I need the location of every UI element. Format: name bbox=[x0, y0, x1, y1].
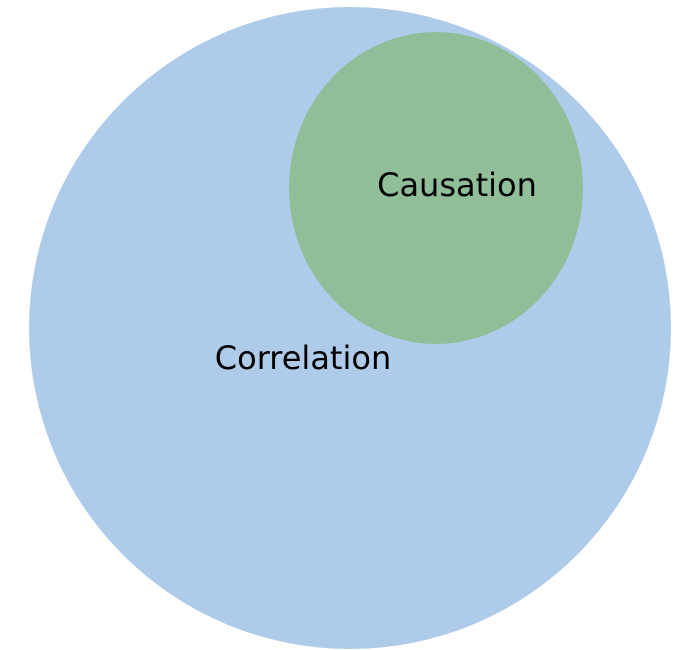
correlation-label: Correlation bbox=[215, 339, 391, 377]
causation-circle bbox=[289, 32, 583, 344]
causation-label: Causation bbox=[377, 166, 537, 204]
